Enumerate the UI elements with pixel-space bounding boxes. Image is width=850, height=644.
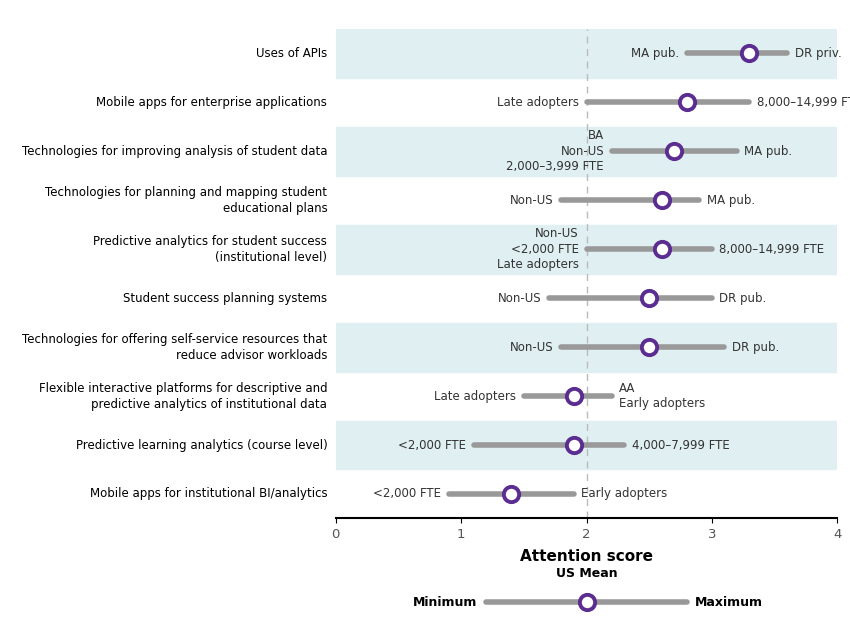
Text: Maximum: Maximum — [695, 596, 763, 609]
Text: Technologies for improving analysis of student data: Technologies for improving analysis of s… — [22, 145, 327, 158]
Text: 4,000–7,999 FTE: 4,000–7,999 FTE — [632, 439, 729, 451]
Text: Mobile apps for institutional BI/analytics: Mobile apps for institutional BI/analyti… — [90, 488, 327, 500]
Text: Flexible interactive platforms for descriptive and
predictive analytics of insti: Flexible interactive platforms for descr… — [39, 381, 327, 411]
Text: <2,000 FTE: <2,000 FTE — [373, 488, 441, 500]
Bar — [336, 29, 837, 78]
Text: Predictive analytics for student success
(institutional level): Predictive analytics for student success… — [94, 234, 327, 264]
Text: 8,000–14,999 FTE: 8,000–14,999 FTE — [719, 243, 824, 256]
Bar — [336, 323, 837, 372]
Text: Technologies for planning and mapping student
educational plans: Technologies for planning and mapping st… — [45, 185, 327, 215]
Text: Predictive learning analytics (course level): Predictive learning analytics (course le… — [76, 439, 327, 451]
Text: MA pub.: MA pub. — [632, 47, 679, 60]
Bar — [336, 127, 837, 176]
Text: MA pub.: MA pub. — [745, 145, 792, 158]
Text: Mobile apps for enterprise applications: Mobile apps for enterprise applications — [97, 96, 327, 109]
X-axis label: Attention score: Attention score — [520, 549, 653, 565]
Text: DR pub.: DR pub. — [719, 292, 767, 305]
Text: Non-US: Non-US — [498, 292, 541, 305]
Text: MA pub.: MA pub. — [707, 194, 755, 207]
Text: Non-US: Non-US — [510, 194, 554, 207]
Text: Student success planning systems: Student success planning systems — [123, 292, 327, 305]
Text: Non-US
<2,000 FTE
Late adopters: Non-US <2,000 FTE Late adopters — [497, 227, 579, 271]
Text: DR priv.: DR priv. — [795, 47, 842, 60]
Text: Early adopters: Early adopters — [581, 488, 668, 500]
Text: AA
Early adopters: AA Early adopters — [619, 382, 706, 410]
Text: <2,000 FTE: <2,000 FTE — [398, 439, 466, 451]
Text: Late adopters: Late adopters — [434, 390, 516, 402]
Text: Late adopters: Late adopters — [497, 96, 579, 109]
Text: BA
Non-US
2,000–3,999 FTE: BA Non-US 2,000–3,999 FTE — [507, 129, 604, 173]
Text: US Mean: US Mean — [556, 567, 617, 580]
Text: Technologies for offering self-service resources that
reduce advisor workloads: Technologies for offering self-service r… — [22, 332, 327, 362]
Text: Uses of APIs: Uses of APIs — [256, 47, 327, 60]
Text: Non-US: Non-US — [510, 341, 554, 354]
Bar — [336, 225, 837, 274]
Bar — [336, 421, 837, 469]
Text: DR pub.: DR pub. — [732, 341, 779, 354]
Text: 8,000–14,999 FTE: 8,000–14,999 FTE — [757, 96, 850, 109]
Text: Minimum: Minimum — [413, 596, 478, 609]
